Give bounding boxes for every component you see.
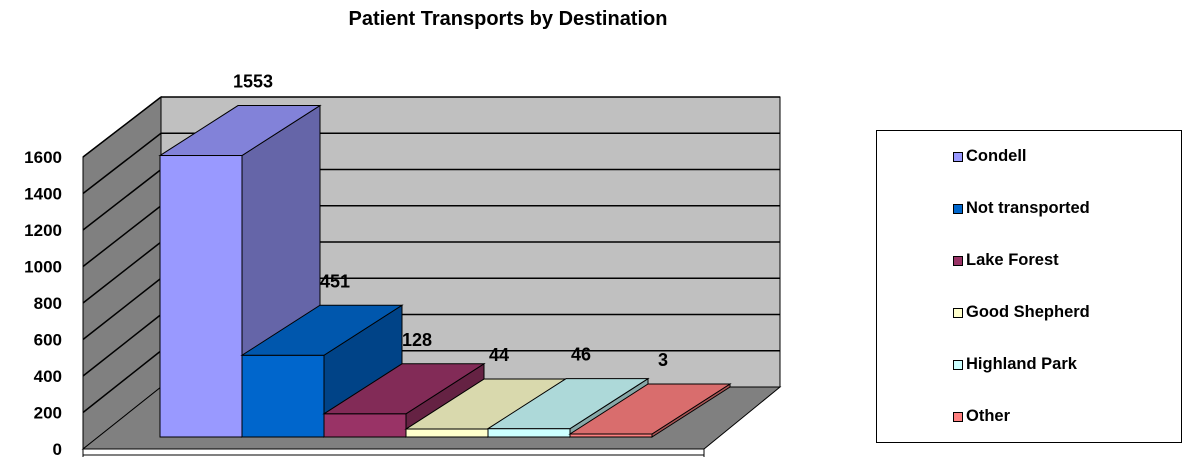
- data-label: 46: [571, 345, 591, 365]
- chart-title: Patient Transports by Destination: [348, 8, 668, 30]
- legend-label: Other: [966, 407, 1011, 425]
- gridline: [82, 313, 162, 377]
- legend-item: Good Shepherd: [953, 303, 1090, 322]
- data-label: 1553: [233, 72, 273, 92]
- bars: [158, 104, 732, 438]
- legend-swatch: [953, 203, 963, 214]
- legend-swatch: [953, 307, 963, 318]
- data-labels: 1553 451 128 44 46 3: [233, 72, 668, 370]
- bar-0-front: [159, 155, 243, 438]
- bar-4-front: [487, 428, 571, 438]
- legend-item: Highland Park: [953, 355, 1077, 374]
- legend-swatch: [953, 411, 963, 422]
- gridline: [82, 350, 162, 414]
- legend-item: Lake Forest: [953, 251, 1059, 270]
- bar-1-front: [241, 354, 325, 438]
- legend-item: Condell: [953, 147, 1027, 166]
- data-label: 44: [489, 345, 509, 365]
- legend-label: Not transported: [966, 199, 1090, 217]
- legend-label: Condell: [966, 147, 1027, 165]
- data-label: 128: [402, 330, 432, 350]
- y-tick-label: 1400: [24, 185, 62, 204]
- gridline: [82, 96, 162, 158]
- legend-label: Good Shepherd: [966, 303, 1090, 321]
- gridline: [82, 132, 162, 195]
- legend-item: Not transported: [953, 199, 1090, 218]
- bar-5-top: [568, 383, 732, 435]
- y-tick-label: 400: [34, 367, 62, 386]
- y-tick-label: 1000: [24, 258, 62, 277]
- bar-1-top: [240, 304, 404, 356]
- y-tick-label: 800: [34, 294, 62, 313]
- bar-4-top: [486, 378, 650, 430]
- y-tick-label: 1600: [24, 148, 62, 167]
- bar-3-front: [405, 428, 489, 438]
- data-label: 451: [320, 271, 350, 291]
- bar-2-top: [322, 363, 486, 415]
- bar-2-front: [323, 413, 407, 438]
- legend-swatch: [953, 151, 963, 162]
- legend-label: Lake Forest: [966, 251, 1059, 269]
- gridline: [82, 168, 162, 231]
- gridline: [82, 205, 162, 268]
- legend-swatch: [953, 255, 963, 266]
- y-tick-label: 0: [53, 440, 62, 457]
- legend-swatch: [953, 359, 963, 370]
- gridline: [82, 277, 162, 341]
- y-axis-ticks: 0 200 400 600 800 1000 1200 1400 1600: [24, 148, 62, 457]
- y-tick-label: 1200: [24, 221, 62, 240]
- data-label: 3: [658, 350, 668, 370]
- legend-item: Other: [953, 407, 1010, 426]
- y-tick-label: 200: [34, 404, 62, 423]
- bar-0-top: [158, 105, 322, 157]
- legend-label: Highland Park: [966, 355, 1077, 373]
- legend: Condell Not transported Lake Forest Good Sh…: [876, 130, 1182, 443]
- y-tick-label: 600: [34, 331, 62, 350]
- gridline: [82, 241, 162, 304]
